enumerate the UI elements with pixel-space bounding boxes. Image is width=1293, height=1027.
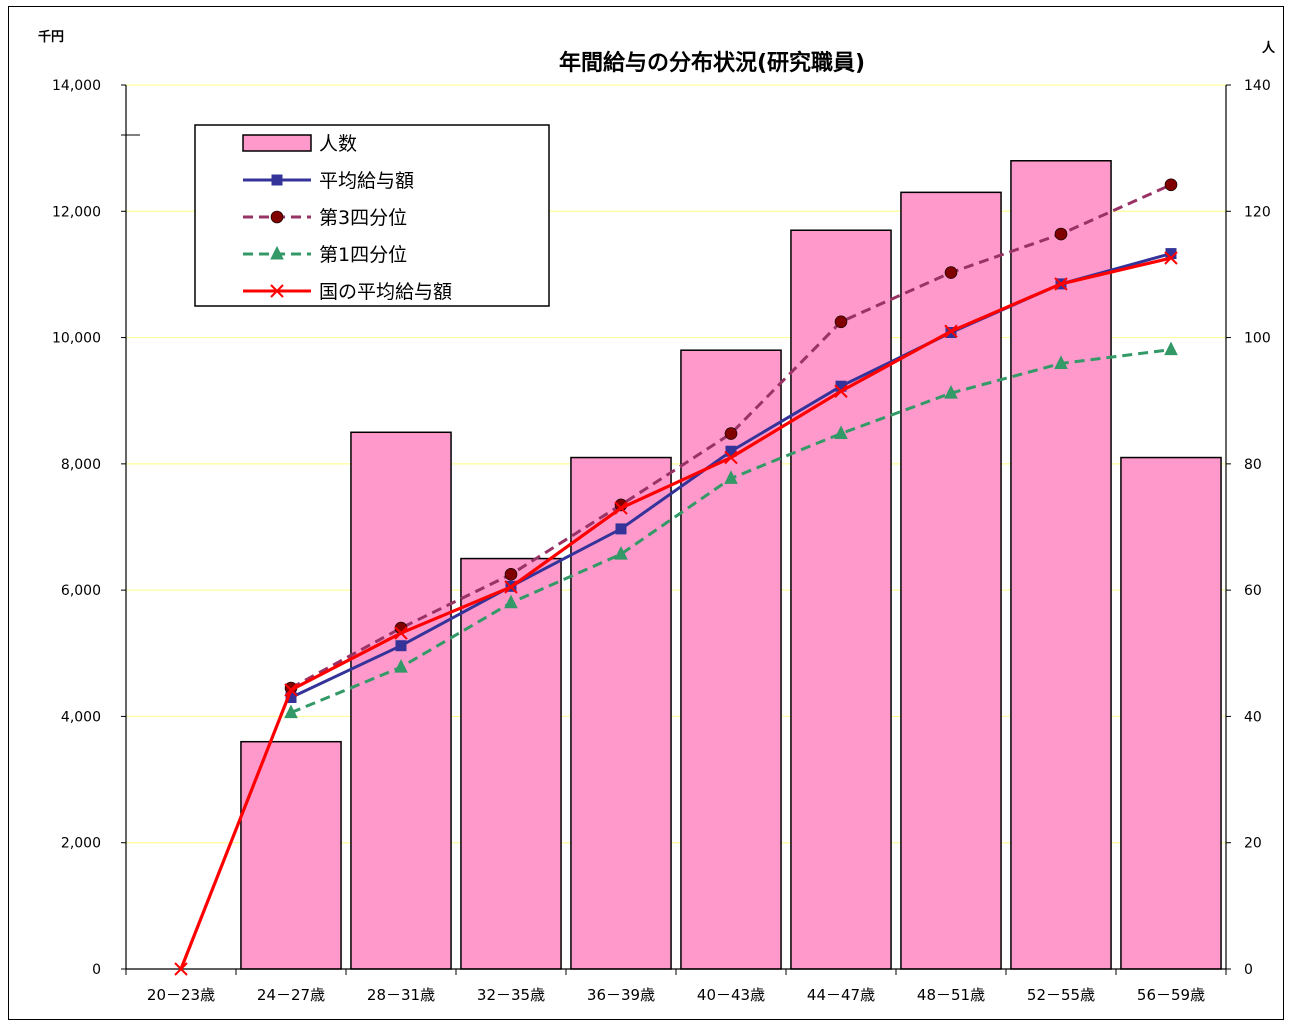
left-axis-unit: 千円 bbox=[38, 29, 64, 45]
x-tick-label: 52－55歳 bbox=[1027, 986, 1095, 1004]
legend-item-5: 国の平均給与額 bbox=[243, 281, 452, 303]
axes bbox=[121, 84, 1231, 975]
x-tick-label: 56－59歳 bbox=[1137, 986, 1205, 1004]
data-point bbox=[1054, 277, 1068, 291]
data-point bbox=[395, 640, 407, 652]
y-tick-label-left: 4,000 bbox=[61, 709, 101, 725]
bar-44－47歳 bbox=[790, 229, 892, 970]
x-tick-label: 24－27歳 bbox=[257, 986, 325, 1004]
legend-label: 第1四分位 bbox=[319, 244, 407, 266]
data-point bbox=[174, 962, 188, 976]
series-line bbox=[290, 183, 1172, 690]
y-tick-label-right: 140 bbox=[1244, 78, 1271, 94]
y-tick-label-right: 40 bbox=[1244, 709, 1262, 725]
right-y-tick-labels: 0 20 40 60 80 100 120 140 bbox=[1244, 78, 1271, 978]
y-tick-label-left: 6,000 bbox=[61, 583, 101, 599]
data-point bbox=[724, 427, 738, 440]
legend-swatch bbox=[242, 134, 312, 152]
data-point bbox=[284, 704, 298, 719]
x-tick-label: 36－39歳 bbox=[587, 986, 655, 1004]
data-point bbox=[834, 425, 848, 440]
bar-series-ninzu bbox=[240, 160, 1222, 970]
data-point bbox=[394, 626, 408, 640]
data-point bbox=[284, 683, 298, 697]
data-point bbox=[1054, 227, 1068, 241]
data-point bbox=[724, 450, 738, 465]
legend-label: 平均給与額 bbox=[319, 170, 414, 192]
data-point bbox=[834, 384, 848, 398]
data-point bbox=[394, 659, 408, 673]
y-tick-label-left: 12,000 bbox=[52, 204, 101, 220]
legend-marker bbox=[270, 245, 284, 260]
data-point bbox=[834, 315, 848, 329]
data-point bbox=[504, 580, 518, 594]
right-axis-unit: 人 bbox=[1262, 40, 1276, 56]
data-point bbox=[615, 523, 627, 535]
legend-item-3: 第3四分位 bbox=[243, 207, 407, 229]
x-tick-label: 28－31歳 bbox=[367, 986, 435, 1004]
bar-52－55歳 bbox=[1010, 160, 1112, 970]
data-point bbox=[944, 266, 958, 279]
x-tick-label: 48－51歳 bbox=[917, 986, 985, 1004]
line-series bbox=[174, 178, 1178, 976]
legend-marker bbox=[271, 174, 283, 186]
chart-frame bbox=[8, 6, 1284, 1020]
legend-item-1: 人数 bbox=[242, 133, 357, 155]
series-4 bbox=[174, 251, 1178, 976]
y-tick-label-right: 60 bbox=[1244, 583, 1262, 599]
y-tick-label-right: 100 bbox=[1244, 331, 1271, 347]
data-point bbox=[724, 470, 738, 484]
bar-40－43歳 bbox=[680, 349, 782, 970]
x-tick-label: 40－43歳 bbox=[697, 986, 765, 1004]
legend-marker bbox=[270, 210, 284, 224]
y-tick-label-right: 20 bbox=[1244, 836, 1262, 852]
bar-28－31歳 bbox=[350, 431, 452, 970]
left-y-tick-labels: 0 2,000 4,000 6,000 8,000 10,000 12,000 14,000 bbox=[52, 78, 101, 978]
legend-box bbox=[194, 124, 550, 307]
y-tick-label-left: 10,000 bbox=[52, 331, 101, 347]
bar-48－51歳 bbox=[900, 191, 1002, 970]
bar-32－35歳 bbox=[460, 557, 562, 970]
data-point bbox=[944, 385, 958, 399]
data-point bbox=[1164, 178, 1178, 192]
legend-label: 国の平均給与額 bbox=[319, 281, 452, 303]
legend-item-2: 平均給与額 bbox=[243, 170, 414, 192]
y-tick-label-left: 8,000 bbox=[61, 457, 101, 473]
legend-label: 人数 bbox=[319, 133, 357, 155]
legend-item-4: 第1四分位 bbox=[243, 244, 407, 266]
data-point bbox=[944, 324, 958, 338]
y-tick-label-left: 2,000 bbox=[61, 836, 101, 852]
bar-56－59歳 bbox=[1120, 456, 1222, 970]
x-tick-label: 32－35歳 bbox=[477, 986, 545, 1004]
y-tick-label-left: 14,000 bbox=[52, 78, 101, 94]
x-tick-label: 20－23歳 bbox=[147, 986, 215, 1004]
data-point bbox=[1164, 341, 1178, 356]
series-line bbox=[179, 256, 1172, 970]
y-tick-label-right: 0 bbox=[1244, 962, 1253, 978]
legend-label: 第3四分位 bbox=[319, 207, 407, 229]
y-tick-label-left: 0 bbox=[92, 962, 101, 978]
x-tick-label: 44－47歳 bbox=[807, 986, 875, 1004]
legend-marker bbox=[270, 284, 284, 298]
series-1 bbox=[284, 341, 1178, 719]
bar-36－39歳 bbox=[570, 456, 672, 970]
data-point bbox=[504, 594, 518, 609]
data-point bbox=[1054, 355, 1068, 369]
x-tick-labels: 20－23歳 24－27歳 28－31歳 32－35歳 36－39歳 40－43歳 44－4… bbox=[147, 986, 1205, 1004]
chart-title: 年間給与の分布状況(研究職員) bbox=[559, 50, 865, 76]
data-point bbox=[614, 501, 628, 515]
y-tick-label-right: 120 bbox=[1244, 204, 1271, 220]
data-point bbox=[1164, 251, 1178, 265]
data-point bbox=[504, 568, 518, 581]
y-tick-label-right: 80 bbox=[1244, 457, 1262, 473]
data-point bbox=[614, 546, 628, 560]
